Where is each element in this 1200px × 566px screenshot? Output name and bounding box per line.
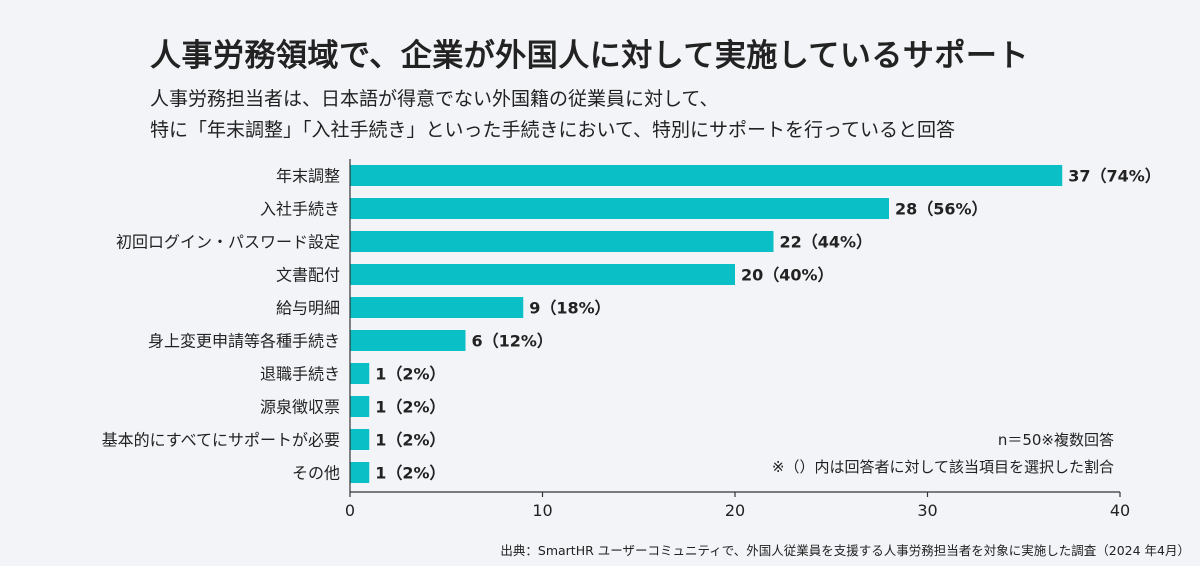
x-tick-label-0: 0 [345, 501, 355, 520]
value-label-5: 6（12%） [472, 332, 553, 351]
bar-6 [350, 363, 370, 384]
category-label-4: 給与明細 [276, 299, 340, 318]
x-tick-label-3: 30 [917, 501, 937, 520]
value-label-6: 1（2%） [375, 365, 445, 384]
value-label-8: 1（2%） [375, 431, 445, 450]
value-label-3: 20（40%） [741, 266, 834, 285]
category-label-6: 退職手続き [260, 365, 340, 384]
bar-3 [350, 264, 735, 285]
value-label-9: 1（2%） [375, 464, 445, 483]
bar-0 [350, 165, 1063, 186]
bar-5 [350, 330, 466, 351]
category-label-0: 年末調整 [276, 167, 340, 186]
bar-9 [350, 462, 370, 483]
bar-8 [350, 429, 370, 450]
source-citation: 出典：SmartHR ユーザーコミュニティで、外国人従業員を支援する人事労務担当… [500, 543, 1190, 558]
bar-1 [350, 198, 889, 219]
category-label-2: 初回ログイン・パスワード設定 [116, 233, 340, 252]
value-label-1: 28（56%） [895, 200, 988, 219]
x-tick-label-4: 40 [1110, 501, 1130, 520]
category-label-7: 源泉徴収票 [260, 398, 340, 417]
category-label-5: 身上変更申請等各種手続き [148, 332, 340, 351]
bar-4 [350, 297, 524, 318]
category-label-8: 基本的にすべてにサポートが必要 [102, 431, 340, 450]
value-label-2: 22（44%） [780, 233, 873, 252]
chart-title: 人事労務領域で、企業が外国人に対して実施しているサポート [150, 38, 1029, 74]
bar-7 [350, 396, 370, 417]
bar-2 [350, 231, 774, 252]
percentage-note: ※（）内は回答者に対して該当項目を選択した割合 [771, 458, 1114, 476]
value-label-0: 37（74%） [1068, 167, 1161, 186]
x-tick-label-2: 20 [725, 501, 745, 520]
x-tick-label-1: 10 [532, 501, 552, 520]
value-label-4: 9（18%） [529, 299, 610, 318]
category-label-3: 文書配付 [276, 266, 340, 285]
category-label-1: 入社手続き [260, 200, 340, 219]
chart-subtitle-line1: 人事労務担当者は、日本語が得意でない外国籍の従業員に対して、 [150, 88, 719, 110]
category-label-9: その他 [292, 464, 340, 483]
chart-subtitle-line2: 特に「年末調整」「入社手続き」といった手続きにおいて、特別にサポートを行っている… [150, 119, 956, 141]
sample-size-note: n＝50※複数回答 [997, 431, 1114, 449]
value-label-7: 1（2%） [375, 398, 445, 417]
